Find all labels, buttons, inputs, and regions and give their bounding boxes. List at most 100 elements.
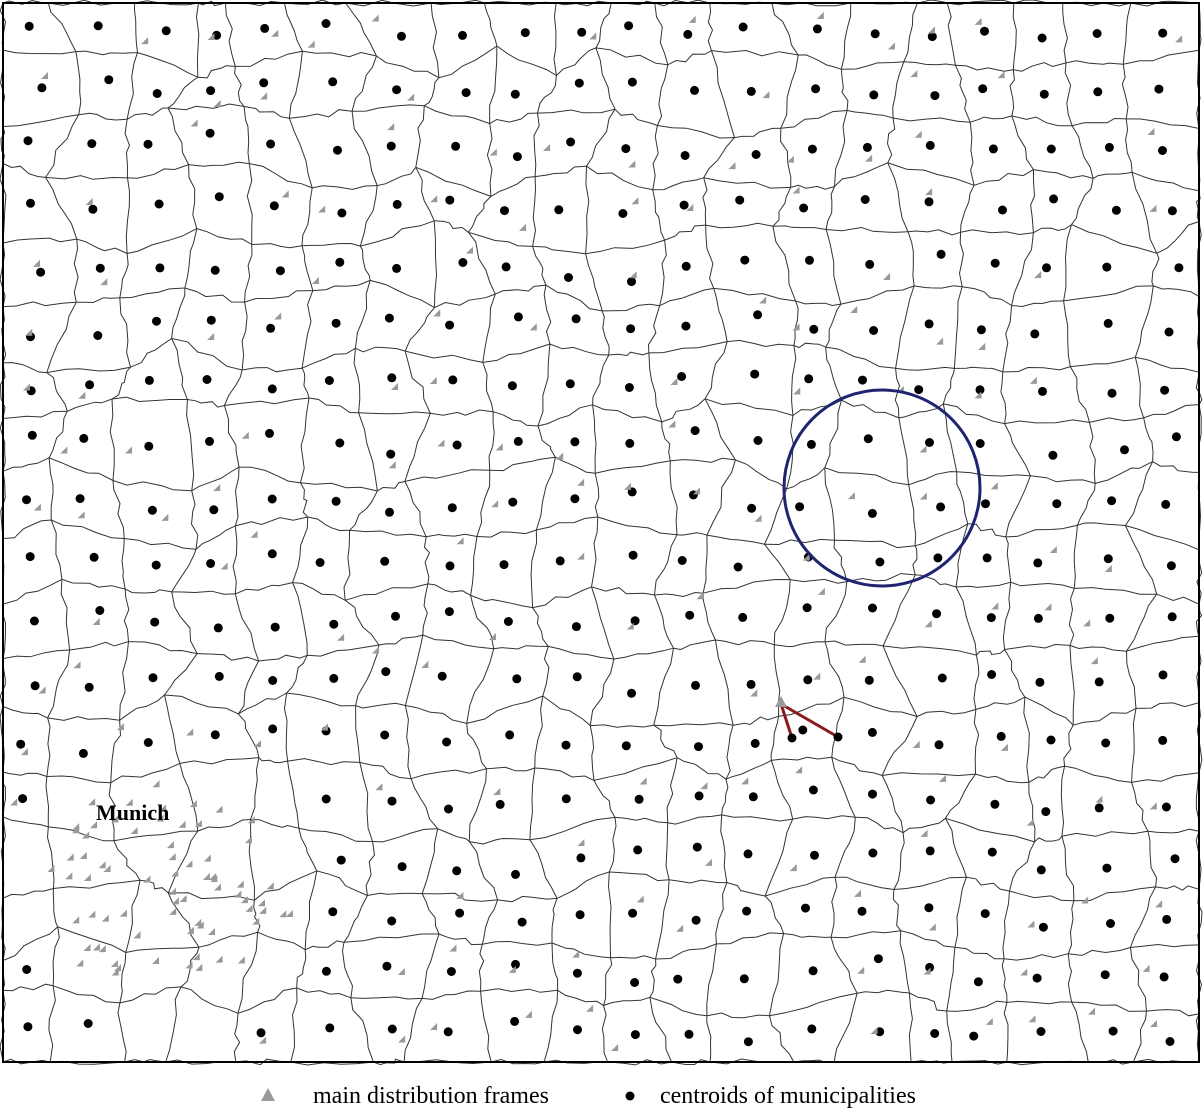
boundary xyxy=(1144,405,1199,418)
boundary xyxy=(592,587,655,595)
frame-marker xyxy=(430,195,437,202)
centroid xyxy=(1160,972,1169,981)
centroid xyxy=(512,674,521,683)
boundary xyxy=(285,3,303,51)
legend-label: centroids of municipalities xyxy=(660,1083,916,1109)
centroid xyxy=(265,429,274,438)
boundary xyxy=(235,467,239,526)
boundary xyxy=(1125,526,1199,550)
centroid xyxy=(808,145,817,154)
centroid xyxy=(635,795,644,804)
boundary xyxy=(3,164,46,178)
frame-marker xyxy=(668,421,675,428)
centroid xyxy=(268,724,277,733)
link-lines xyxy=(781,704,838,738)
centroid xyxy=(1047,145,1056,154)
centroid xyxy=(276,266,285,275)
centroid xyxy=(215,672,224,681)
boundary xyxy=(483,362,493,411)
boundary xyxy=(1127,594,1157,651)
centroid xyxy=(87,139,96,148)
centroid xyxy=(633,845,642,854)
boundary xyxy=(960,232,964,286)
boundary xyxy=(586,166,589,254)
frame-marker xyxy=(572,951,579,958)
centroid xyxy=(678,556,687,565)
boundary xyxy=(1012,116,1072,126)
boundary xyxy=(422,894,439,934)
boundary xyxy=(715,640,774,645)
centroid xyxy=(93,331,102,340)
boundary xyxy=(48,650,70,718)
centroid xyxy=(500,206,509,215)
boundary xyxy=(602,304,660,311)
boundary xyxy=(609,352,649,355)
boundary xyxy=(124,539,196,550)
centroid xyxy=(752,150,761,159)
centroid xyxy=(155,263,164,272)
boundary xyxy=(653,126,658,190)
boundary xyxy=(129,642,198,654)
boundary xyxy=(544,285,551,344)
boundary xyxy=(900,931,909,993)
boundary xyxy=(196,526,235,549)
frame-marker xyxy=(72,916,79,923)
centroid xyxy=(37,83,46,92)
centroid xyxy=(754,436,763,445)
boundary xyxy=(1072,126,1093,179)
boundary xyxy=(974,655,979,709)
boundary xyxy=(125,589,172,593)
frame-marker xyxy=(214,884,221,891)
boundary xyxy=(467,696,543,723)
centroid xyxy=(381,667,390,676)
boundary xyxy=(112,367,131,399)
boundary xyxy=(1035,836,1062,842)
frame-marker xyxy=(190,800,197,807)
centroid xyxy=(807,440,816,449)
centroid xyxy=(268,384,277,393)
frame-marker xyxy=(1175,35,1182,42)
frame-marker xyxy=(700,782,707,789)
frame-marker xyxy=(1034,271,1041,278)
boundary xyxy=(3,817,48,827)
boundary xyxy=(300,483,377,491)
centroid xyxy=(869,90,878,99)
boundary xyxy=(424,106,489,124)
boundary xyxy=(1064,286,1154,301)
frame-marker xyxy=(449,945,456,952)
boundary xyxy=(593,405,662,422)
centroid xyxy=(930,91,939,100)
boundary xyxy=(832,697,844,757)
boundary xyxy=(826,347,842,400)
boundary xyxy=(127,108,168,119)
boundary xyxy=(538,76,557,114)
boundary xyxy=(895,368,899,418)
boundary xyxy=(185,288,245,302)
centroid xyxy=(214,623,223,632)
boundary xyxy=(914,286,962,288)
boundary xyxy=(662,399,705,422)
centroid xyxy=(162,26,171,35)
boundary xyxy=(379,635,423,645)
boundary xyxy=(1123,50,1199,64)
boundary xyxy=(120,642,129,721)
centroid xyxy=(325,376,334,385)
centroid xyxy=(322,19,331,28)
boundary xyxy=(947,1001,1007,1011)
boundary xyxy=(835,163,888,187)
frame-marker xyxy=(203,873,210,880)
boundary xyxy=(481,989,558,993)
boundary xyxy=(352,105,424,111)
boundary xyxy=(126,178,129,254)
boundary xyxy=(1070,645,1074,725)
frame-marker xyxy=(180,895,187,902)
boundary xyxy=(1093,172,1132,178)
frame-marker xyxy=(111,960,118,967)
boundary xyxy=(533,608,549,647)
boundary xyxy=(1013,63,1066,71)
frame-marker xyxy=(1044,603,1051,610)
boundary xyxy=(966,877,1009,891)
centroid xyxy=(514,437,523,446)
boundary xyxy=(1069,588,1074,645)
frame-marker xyxy=(221,563,228,570)
